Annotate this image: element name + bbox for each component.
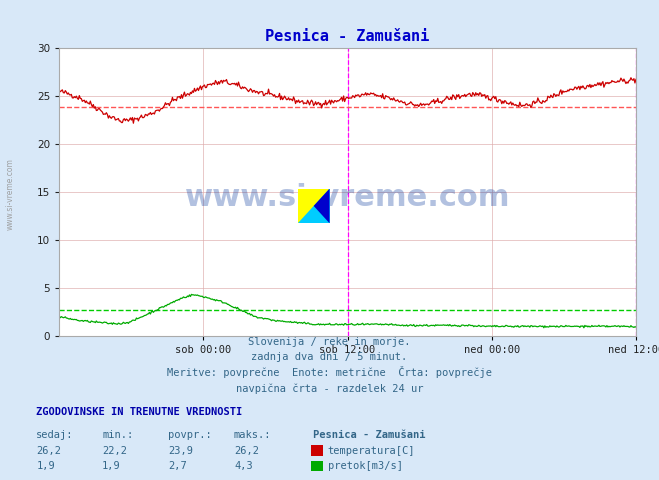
Text: 1,9: 1,9: [36, 461, 55, 471]
Polygon shape: [314, 189, 330, 223]
Text: pretok[m3/s]: pretok[m3/s]: [328, 461, 403, 471]
Text: 2,7: 2,7: [168, 461, 186, 471]
Text: Meritve: povprečne  Enote: metrične  Črta: povprečje: Meritve: povprečne Enote: metrične Črta:…: [167, 366, 492, 378]
Text: 23,9: 23,9: [168, 445, 193, 456]
Text: navpična črta - razdelek 24 ur: navpična črta - razdelek 24 ur: [236, 384, 423, 394]
Text: maks.:: maks.:: [234, 430, 272, 440]
Text: sedaj:: sedaj:: [36, 430, 74, 440]
Text: 26,2: 26,2: [234, 445, 259, 456]
Text: www.si-vreme.com: www.si-vreme.com: [185, 183, 510, 212]
Text: min.:: min.:: [102, 430, 133, 440]
Text: Pesnica - Zamušani: Pesnica - Zamušani: [313, 430, 426, 440]
Text: 1,9: 1,9: [102, 461, 121, 471]
Title: Pesnica - Zamušani: Pesnica - Zamušani: [266, 29, 430, 44]
Text: zadnja dva dni / 5 minut.: zadnja dva dni / 5 minut.: [251, 352, 408, 362]
Text: 22,2: 22,2: [102, 445, 127, 456]
Text: temperatura[C]: temperatura[C]: [328, 445, 415, 456]
Text: 4,3: 4,3: [234, 461, 252, 471]
Polygon shape: [298, 189, 330, 223]
Polygon shape: [298, 189, 330, 223]
Text: ZGODOVINSKE IN TRENUTNE VREDNOSTI: ZGODOVINSKE IN TRENUTNE VREDNOSTI: [36, 407, 243, 417]
Text: Slovenija / reke in morje.: Slovenija / reke in morje.: [248, 336, 411, 347]
Text: povpr.:: povpr.:: [168, 430, 212, 440]
Text: www.si-vreme.com: www.si-vreme.com: [5, 158, 14, 230]
Text: 26,2: 26,2: [36, 445, 61, 456]
